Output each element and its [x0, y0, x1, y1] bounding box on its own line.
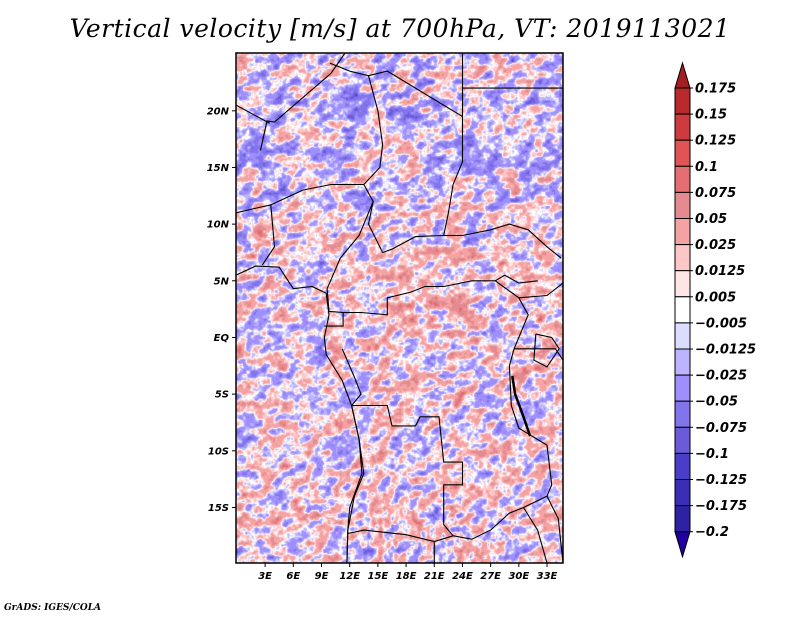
colorbar-swatch [674, 218, 691, 246]
y-tick-label: 20N [207, 106, 230, 117]
x-tick-label: 24E [452, 571, 473, 582]
colorbar-swatch [674, 244, 691, 272]
colorbar-swatch [674, 348, 691, 376]
colorbar-label: 0.175 [695, 82, 736, 97]
border-line [523, 507, 548, 563]
y-tick-label: 15N [207, 163, 230, 174]
colorbar-label: −0.05 [695, 395, 738, 410]
border-line [236, 204, 276, 266]
grads-credit: GrADS: IGES/COLA [4, 603, 102, 613]
border-line [343, 280, 548, 446]
border-line [546, 445, 563, 563]
border-line [518, 282, 563, 299]
colorbar-swatch [674, 479, 691, 507]
x-tick-label: 6E [286, 571, 300, 582]
colorbar-label: −0.0125 [695, 343, 756, 358]
colorbar-label: 0.15 [695, 108, 727, 123]
border-line [270, 183, 444, 254]
map-frame [235, 52, 564, 564]
y-tick-label: EQ [214, 333, 230, 344]
border-line [236, 104, 271, 124]
lake-tanganyika-outline [511, 375, 532, 437]
colorbar-label: −0.005 [695, 316, 747, 331]
colorbar-label: −0.025 [695, 369, 747, 384]
vertical-velocity-field [236, 53, 563, 563]
colorbar-label: 0.125 [695, 134, 736, 149]
chart-title: Vertical velocity [m/s] at 700hPa, VT: 2… [69, 14, 731, 43]
y-tick-label: 5S [215, 390, 229, 401]
y-tick-label: 10S [208, 446, 229, 457]
colorbar-label: 0.025 [695, 238, 736, 253]
x-tick-label: 9E [315, 571, 329, 582]
x-tick-label: 30E [508, 571, 529, 582]
colorbar-legend: 0.175 0.15 0.125 0.1 0.075 0.05 0.025 0.0125 0.0… [674, 61, 756, 559]
colorbar-label: −0.175 [695, 499, 747, 514]
border-line [341, 348, 362, 406]
colorbar-swatch [674, 452, 691, 480]
colorbar-swatch [674, 296, 691, 324]
lake-victoria-outline [533, 333, 560, 368]
x-tick-label: 18E [396, 571, 417, 582]
colorbar-label: 0.005 [695, 290, 736, 305]
border-line [324, 201, 374, 327]
colorbar-swatch [674, 113, 691, 141]
border-line [443, 223, 562, 259]
y-tick-label: 5N [214, 276, 230, 287]
colorbar-swatch [674, 505, 691, 533]
x-tick-label: 3E [258, 571, 272, 582]
colorbar-label: −0.075 [695, 421, 747, 436]
border-line [351, 404, 548, 540]
colorbar-label: 0.075 [695, 186, 736, 201]
colorbar-swatch [674, 426, 691, 454]
border-line [495, 274, 538, 284]
colorbar-label: −0.125 [695, 473, 747, 488]
colorbar-label: −0.2 [695, 525, 729, 540]
colorbar-swatch [674, 87, 691, 115]
x-tick-label: 21E [424, 571, 445, 582]
colorbar-label: −0.1 [695, 447, 729, 462]
y-tick-label: 10N [207, 220, 230, 231]
border-line [514, 348, 563, 361]
colorbar-swatch [674, 191, 691, 219]
colorbar-label: 0.0125 [695, 264, 745, 279]
latitude-axis: 20N 15N 10N 5N EQ 5S 10S 15S [207, 106, 236, 514]
colorbar-swatch [674, 374, 691, 402]
colorbar-swatch [674, 322, 691, 350]
x-tick-label: 15E [368, 571, 389, 582]
colorbar-swatch [674, 270, 691, 298]
x-tick-label: 27E [480, 571, 501, 582]
colorbar-label: 0.1 [695, 160, 718, 175]
colorbar-swatch [674, 139, 691, 167]
country-borders [236, 53, 563, 563]
longitude-axis: 3E 6E 9E 12E 15E 18E 21E 24E 27E 30E 33E [258, 563, 558, 582]
coastline [236, 265, 363, 563]
colorbar-label: 0.05 [695, 212, 727, 227]
y-tick-label: 15S [208, 503, 229, 514]
x-tick-label: 33E [537, 571, 558, 582]
border-line [259, 53, 346, 151]
border-line [363, 75, 384, 185]
x-tick-label: 12E [339, 571, 360, 582]
colorbar-extend-max [674, 61, 691, 89]
colorbar-extend-min [674, 531, 691, 559]
colorbar-swatch [674, 165, 691, 193]
colorbar-swatch [674, 400, 691, 428]
border-line [347, 529, 454, 543]
